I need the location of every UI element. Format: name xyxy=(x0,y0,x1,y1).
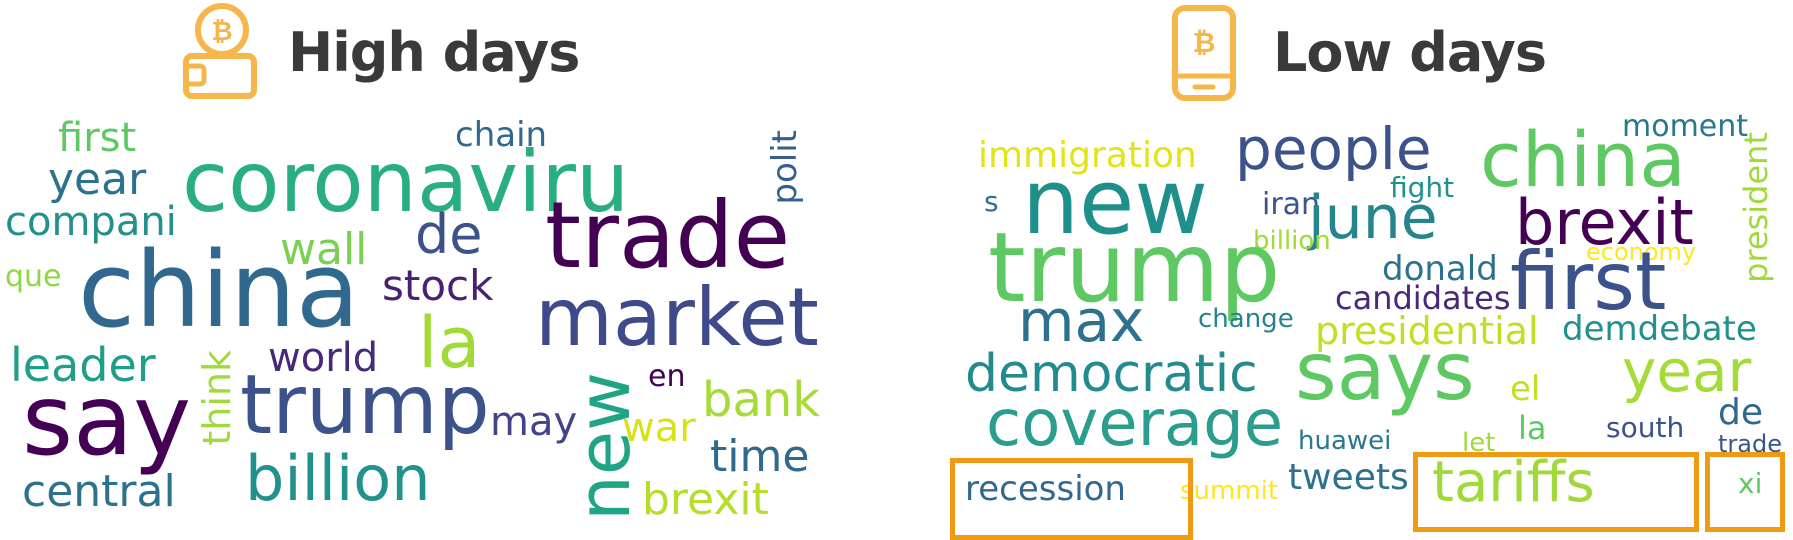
word: war xyxy=(622,405,696,451)
svg-text:₿: ₿ xyxy=(211,17,232,47)
word: coronaviru xyxy=(182,133,630,231)
word: brexit xyxy=(642,474,769,525)
word: may xyxy=(490,399,578,445)
word: china xyxy=(1480,115,1686,204)
word: huawei xyxy=(1298,426,1392,456)
word: people xyxy=(1235,115,1432,183)
word: demdebate xyxy=(1562,309,1757,349)
word: billion xyxy=(245,442,431,515)
word: tariffs xyxy=(1432,450,1595,515)
word: wall xyxy=(280,224,368,275)
word: immigration xyxy=(978,135,1197,176)
word: coverage xyxy=(986,387,1284,461)
high-days-header: ₿ High days xyxy=(180,2,580,102)
low-days-header: ₿ Low days xyxy=(1165,2,1547,102)
word: year xyxy=(1622,337,1752,405)
word: compani xyxy=(5,199,177,245)
svg-text:₿: ₿ xyxy=(1193,26,1216,59)
word: first xyxy=(58,115,137,161)
word: iran xyxy=(1262,187,1321,222)
word: leader xyxy=(10,338,156,392)
word: en xyxy=(648,359,686,394)
word: donald xyxy=(1382,249,1498,289)
word: s xyxy=(984,185,999,218)
word: year xyxy=(48,154,147,205)
word: moment xyxy=(1622,110,1749,144)
word: que xyxy=(5,259,62,294)
word: presidential xyxy=(1315,309,1539,353)
word: summit xyxy=(1180,476,1279,506)
word: chain xyxy=(455,115,548,155)
word: june xyxy=(1308,183,1438,253)
word: billion xyxy=(1253,226,1331,256)
word: bank xyxy=(702,372,821,428)
high-days-title: High days xyxy=(288,20,580,84)
word: stock xyxy=(382,261,494,310)
word: trump xyxy=(240,358,490,453)
word: brexit xyxy=(1515,186,1694,259)
word: new xyxy=(1022,150,1209,255)
recession-highlight-box xyxy=(950,458,1193,540)
word: de xyxy=(415,203,483,266)
tariffs-highlight-box xyxy=(1413,452,1699,532)
word: max xyxy=(1018,287,1145,355)
word: think xyxy=(195,350,239,446)
word: china xyxy=(78,229,360,351)
bitcoin-phone-icon: ₿ xyxy=(1172,5,1236,101)
xi-highlight-box xyxy=(1705,452,1785,532)
word: trade xyxy=(545,182,791,289)
word: market xyxy=(535,271,819,364)
word: fight xyxy=(1390,171,1455,204)
word: democratic xyxy=(965,344,1258,404)
word: change xyxy=(1198,304,1294,334)
word: says xyxy=(1295,325,1475,418)
bitcoin-wallet-icon: ₿ xyxy=(183,3,257,99)
low-days-title: Low days xyxy=(1273,20,1547,84)
word: president xyxy=(1737,132,1775,283)
word: time xyxy=(710,431,810,482)
word: let xyxy=(1462,428,1496,458)
word: la xyxy=(1518,409,1547,447)
low-days-wordcloud: moment president immigration people chin… xyxy=(950,110,1793,540)
word: de xyxy=(1718,392,1763,433)
word: trump xyxy=(988,212,1281,324)
word: central xyxy=(22,466,176,517)
word: xi xyxy=(1738,467,1763,500)
high-days-wordcloud: first chain polit coronaviru year compan… xyxy=(0,110,830,540)
word: world xyxy=(268,335,379,381)
word: tweets xyxy=(1288,457,1409,498)
word: south xyxy=(1606,411,1685,444)
word: candidates xyxy=(1335,279,1511,317)
word: first xyxy=(1510,235,1667,328)
word: economy xyxy=(1586,238,1697,266)
word: la xyxy=(418,302,481,384)
word: el xyxy=(1510,369,1541,409)
word: say xyxy=(22,364,192,478)
word: recession xyxy=(965,469,1126,509)
